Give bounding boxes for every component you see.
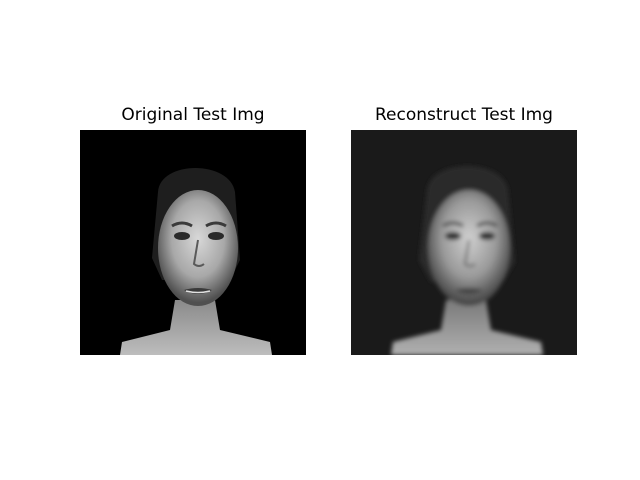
reconstructed-image-title: Reconstruct Test Img — [375, 105, 553, 125]
reconstructed-face-image — [351, 130, 577, 355]
original-face-image — [80, 130, 306, 355]
original-image-title: Original Test Img — [121, 105, 265, 125]
